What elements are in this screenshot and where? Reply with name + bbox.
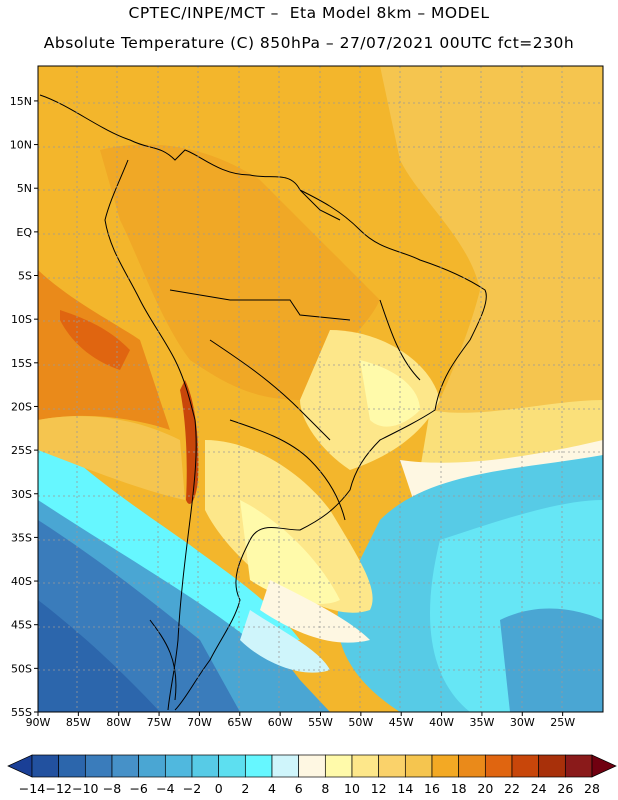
colorbar-swatch	[431, 754, 460, 778]
lat-tick-label: 10N	[10, 139, 32, 152]
lon-tick-label: 50W	[348, 716, 373, 729]
coastlines	[39, 94, 487, 711]
lat-tick-label: 25S	[11, 444, 32, 457]
lat-tick-label: EQ	[16, 226, 32, 239]
colorbar-swatch	[244, 754, 273, 778]
colorbar-label: 18	[451, 781, 467, 796]
colorbar-swatch	[511, 754, 540, 778]
lon-tick-label: 45W	[389, 716, 414, 729]
colorbar-label: 2	[241, 781, 249, 796]
colorbar-label: 14	[397, 781, 413, 796]
lat-tick-label: 15N	[10, 95, 32, 108]
colorbar-label: 26	[557, 781, 573, 796]
colorbar-label: 10	[344, 781, 360, 796]
colorbar-label: 20	[477, 781, 493, 796]
colorbar-swatch	[538, 754, 566, 778]
colorbar-swatch	[404, 754, 433, 778]
lon-tick-label: 30W	[510, 716, 535, 729]
colorbar-swatch	[191, 754, 220, 778]
colorbar-swatch	[351, 754, 380, 778]
colorbar-label: 0	[215, 781, 223, 796]
latitude-axis: 15N 10N 5N EQ 5S 10S 15S 20S 25S 30S 35S 40S 45S 50S 5…	[10, 95, 38, 719]
lat-tick-label: 50S	[11, 662, 32, 675]
colorbar-swatch	[164, 754, 193, 778]
colorbar-swatch	[31, 754, 60, 778]
colorbar-swatch	[218, 754, 246, 778]
colorbar-label: 8	[321, 781, 329, 796]
colorbar: −14 −12 −10 −8 −6 −4 −2 0 2 4 6 8 10 12 14 16 18 20 22 24 26…	[7, 754, 617, 796]
colorbar-label: −8	[103, 781, 121, 796]
lat-tick-label: 45S	[11, 619, 32, 632]
colorbar-arrow-high	[591, 754, 617, 778]
lat-tick-label: 20S	[11, 400, 32, 413]
chart-subtitle: Absolute Temperature (C) 850hPa – 27/07/…	[43, 34, 575, 52]
colorbar-swatch	[378, 754, 406, 778]
colorbar-label: −4	[156, 781, 174, 796]
colorbar-label: 6	[295, 781, 303, 796]
colorbar-label: 16	[424, 781, 440, 796]
colorbar-arrow-low	[7, 754, 33, 778]
colorbar-swatch	[111, 754, 140, 778]
colorbar-swatch	[564, 754, 593, 778]
longitude-axis: 90W 85W 80W 75W 70W 65W 60W 55W 50W 45W 40W 35W 30W 2…	[26, 712, 575, 729]
colorbar-label: 22	[504, 781, 520, 796]
colorbar-swatch	[138, 754, 166, 778]
lon-tick-label: 85W	[66, 716, 91, 729]
colorbar-label: −2	[183, 781, 201, 796]
colorbar-label: −10	[72, 781, 98, 796]
lat-tick-label: 5N	[17, 182, 32, 195]
colorbar-label: 28	[584, 781, 600, 796]
lon-tick-label: 65W	[227, 716, 252, 729]
lon-tick-label: 25W	[550, 716, 575, 729]
lat-tick-label: 10S	[11, 313, 32, 326]
lat-tick-label: 35S	[11, 531, 32, 544]
lon-tick-label: 55W	[308, 716, 333, 729]
colorbar-swatch	[298, 754, 326, 778]
gridlines	[38, 66, 603, 712]
lon-tick-label: 40W	[429, 716, 454, 729]
lat-tick-label: 5S	[18, 270, 32, 283]
lon-tick-label: 80W	[106, 716, 131, 729]
chart-title: CPTEC/INPE/MCT – Eta Model 8km – MODEL	[128, 4, 490, 22]
lat-tick-label: 40S	[11, 575, 32, 588]
colorbar-swatch	[324, 754, 353, 778]
colorbar-swatch	[271, 754, 300, 778]
lon-tick-label: 90W	[26, 716, 51, 729]
colorbar-label: 12	[371, 781, 387, 796]
lon-tick-label: 70W	[187, 716, 212, 729]
lon-tick-label: 75W	[147, 716, 172, 729]
colorbar-label: −14	[19, 781, 45, 796]
lat-tick-label: 15S	[11, 357, 32, 370]
colorbar-swatch	[458, 754, 486, 778]
colorbar-swatch	[58, 754, 86, 778]
colorbar-label: −12	[45, 781, 71, 796]
lat-tick-label: 55S	[11, 706, 32, 719]
colorbar-label: 24	[531, 781, 547, 796]
lat-tick-label: 30S	[11, 488, 32, 501]
colorbar-swatch	[484, 754, 513, 778]
colorbar-swatch	[84, 754, 113, 778]
colorbar-label: −6	[129, 781, 147, 796]
lon-tick-label: 35W	[469, 716, 494, 729]
colorbar-label: 4	[268, 781, 276, 796]
lon-tick-label: 60W	[268, 716, 293, 729]
temperature-field	[38, 66, 603, 712]
